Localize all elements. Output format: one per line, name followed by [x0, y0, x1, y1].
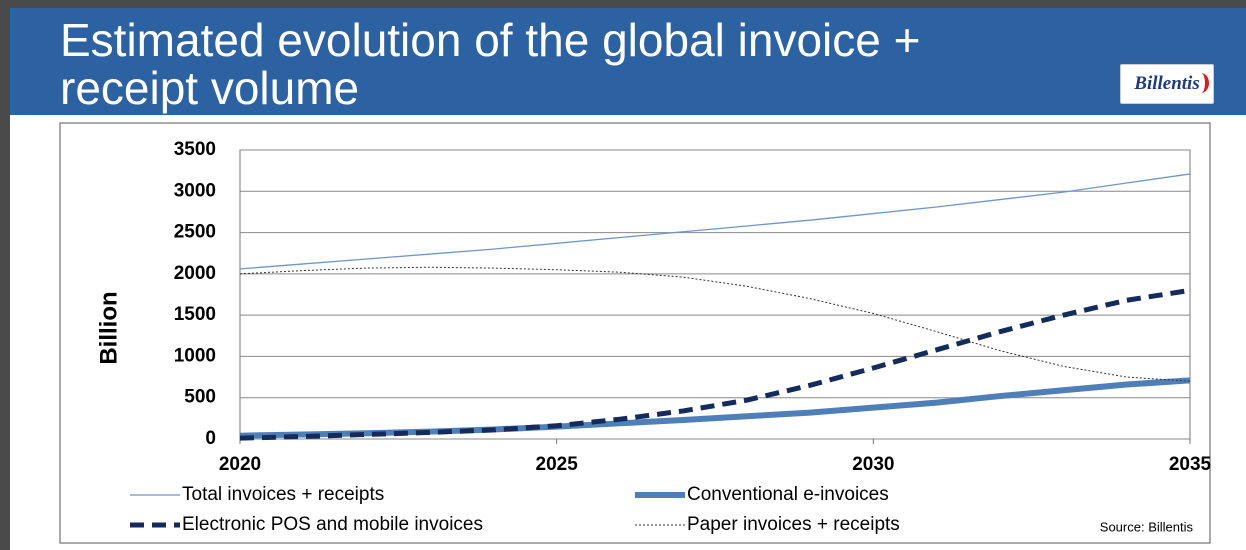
series-line: [239, 173, 1191, 270]
y-tick-label: 3500: [174, 139, 216, 160]
legend-label: Electronic POS and mobile invoices: [182, 514, 483, 535]
legend-label: Paper invoices + receipts: [687, 514, 900, 535]
header: Estimated evolution of the global invoic…: [10, 8, 1246, 115]
series-line: [239, 287, 1191, 441]
y-tick-label: 2500: [174, 222, 216, 243]
y-tick-label: 3000: [174, 180, 216, 201]
series-line: [239, 266, 1191, 382]
y-tick-label: 0: [205, 428, 216, 449]
x-tick-label: 2025: [536, 454, 579, 475]
y-tick-label: 500: [184, 387, 216, 408]
x-tick-label: 2020: [219, 454, 261, 475]
logo: Billentis: [1120, 64, 1214, 104]
chart-border: [59, 122, 1211, 544]
y-axis-label: Billion: [95, 291, 122, 364]
y-tick-label: 1500: [174, 304, 216, 325]
source: Source: Billentis: [1100, 519, 1194, 534]
y-tick-label: 2000: [174, 263, 216, 284]
series-line: [239, 377, 1191, 439]
legend-label: Conventional e-invoices: [687, 484, 889, 505]
title: Estimated evolution of the global invoic…: [60, 14, 921, 114]
y-tick-label: 1000: [174, 345, 216, 366]
legend-label: Total invoices + receipts: [182, 484, 384, 505]
x-tick-label: 2035: [1169, 454, 1212, 475]
x-tick-label: 2030: [852, 454, 894, 475]
